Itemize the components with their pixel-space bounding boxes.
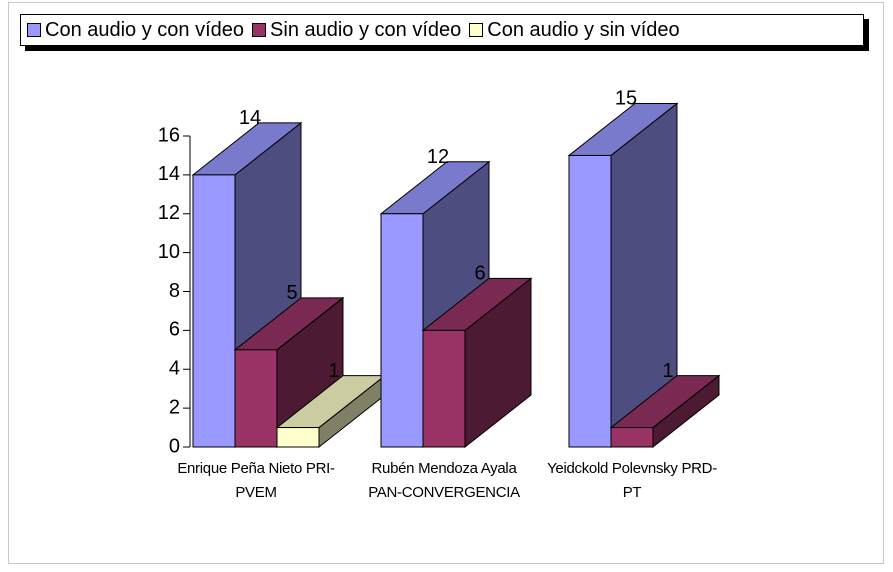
bar — [276, 427, 320, 448]
x-tick-label: Rubén Mendoza Ayala PAN-CONVERGENCIA — [368, 460, 520, 501]
y-tick-label: 0 — [169, 435, 180, 457]
legend-item: Con audio y con vídeo — [27, 19, 244, 42]
y-tick-label: 6 — [169, 319, 180, 341]
legend-swatch — [252, 23, 267, 37]
y-tick-label: 14 — [158, 163, 180, 185]
legend-label: Sin audio y con vídeo — [270, 18, 462, 41]
bar — [568, 154, 612, 448]
bar — [422, 329, 466, 448]
bar — [192, 174, 236, 448]
legend-item: Sin audio y con vídeo — [252, 19, 461, 42]
legend: Con audio y con vídeo Sin audio y con víd… — [20, 14, 864, 46]
y-tick-label: 10 — [158, 241, 180, 263]
bar — [380, 213, 424, 448]
chart-frame — [8, 2, 884, 564]
data-label: 6 — [474, 263, 485, 285]
data-label: 1 — [662, 360, 673, 382]
legend-label: Con audio y con vídeo — [45, 18, 245, 41]
bar — [234, 349, 278, 448]
y-tick-label: 8 — [169, 280, 180, 302]
data-label: 15 — [615, 88, 637, 110]
legend-label: Con audio y sin vídeo — [487, 18, 680, 41]
data-label: 1 — [328, 360, 339, 382]
x-tick-label: Enrique Peña Nieto PRI-PVEM — [177, 460, 335, 501]
legend-swatch — [469, 23, 484, 37]
y-tick-label: 2 — [169, 396, 180, 418]
bar — [610, 427, 654, 448]
x-tick-label: Yeidckold Polevnsky PRD-PT — [547, 460, 717, 501]
data-label: 12 — [427, 146, 449, 168]
data-label: 5 — [286, 282, 297, 304]
y-tick-label: 4 — [169, 358, 180, 380]
legend-item: Con audio y sin vídeo — [469, 18, 680, 42]
y-tick-label: 12 — [158, 202, 180, 224]
legend-swatch — [27, 23, 41, 37]
data-label: 14 — [239, 107, 261, 129]
y-tick-label: 16 — [158, 124, 180, 146]
